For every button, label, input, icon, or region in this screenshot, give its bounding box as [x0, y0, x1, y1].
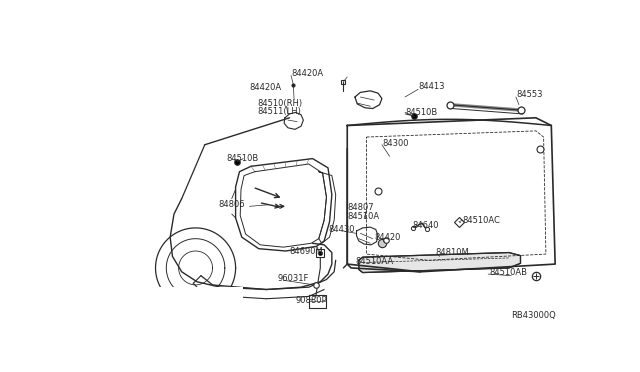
- Text: 84690M: 84690M: [289, 247, 323, 256]
- Polygon shape: [359, 253, 520, 273]
- Text: 84430: 84430: [328, 225, 355, 234]
- Text: 84810M: 84810M: [436, 248, 470, 257]
- Text: RB43000Q: RB43000Q: [511, 311, 556, 320]
- Text: 84807: 84807: [348, 203, 374, 212]
- Text: 84510AB: 84510AB: [490, 268, 528, 277]
- Text: 84510B: 84510B: [227, 154, 259, 163]
- Text: 84510AA: 84510AA: [355, 257, 393, 266]
- Text: 96031F: 96031F: [278, 274, 309, 283]
- Text: 84300: 84300: [382, 139, 408, 148]
- Text: 84511(LH): 84511(LH): [257, 107, 301, 116]
- Polygon shape: [151, 287, 243, 331]
- Text: 84413: 84413: [419, 83, 445, 92]
- Text: 84420A: 84420A: [291, 70, 323, 78]
- Text: 84510B: 84510B: [405, 108, 437, 117]
- Text: 84806: 84806: [219, 200, 245, 209]
- Text: 84553: 84553: [516, 90, 543, 99]
- Text: 84510(RH): 84510(RH): [257, 99, 302, 108]
- Text: 84420: 84420: [374, 232, 401, 242]
- Text: 84640: 84640: [413, 221, 439, 230]
- Text: 84420A: 84420A: [250, 83, 282, 92]
- Text: 84510A: 84510A: [348, 212, 380, 221]
- Text: 90880P: 90880P: [296, 296, 327, 305]
- Text: 84510AC: 84510AC: [463, 216, 500, 225]
